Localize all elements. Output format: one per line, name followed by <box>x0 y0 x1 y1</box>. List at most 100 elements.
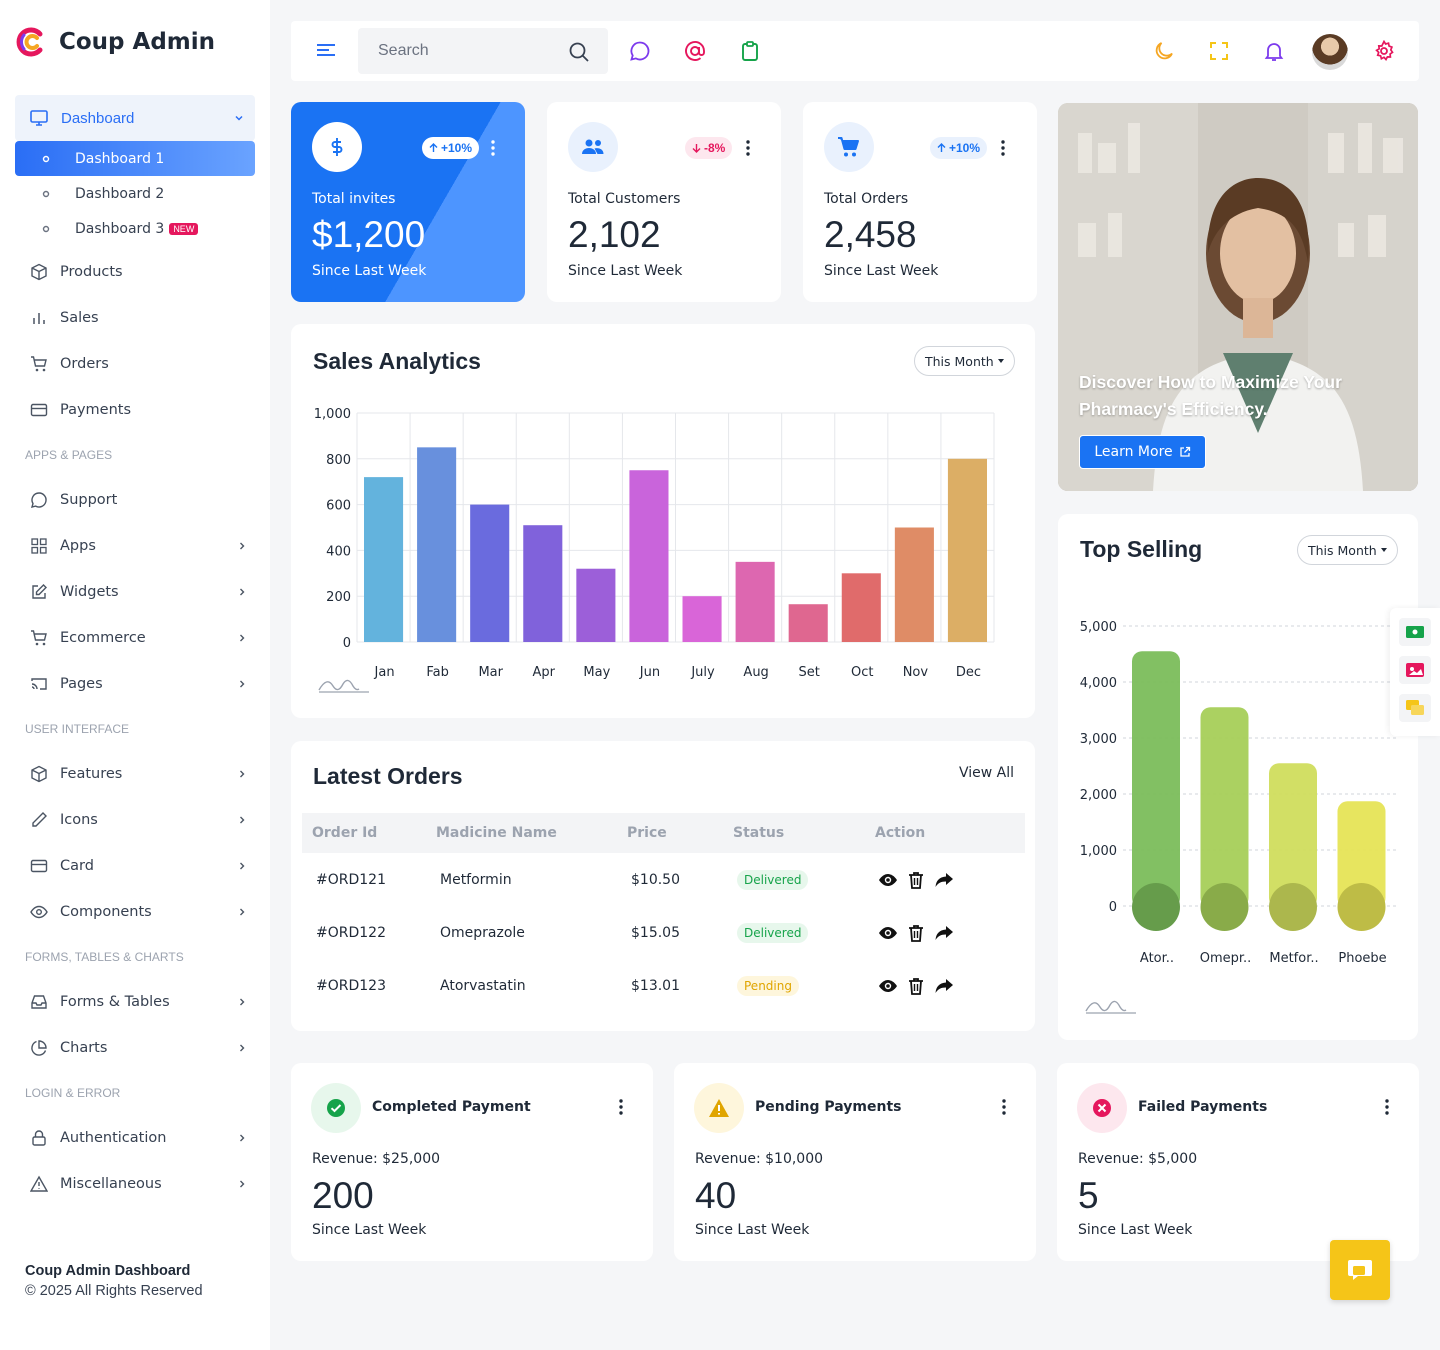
top-selling-filter-dropdown[interactable]: This Month <box>1297 535 1398 565</box>
brand-logo-icon <box>16 27 43 57</box>
sidebar-item-products[interactable]: Products <box>15 249 255 295</box>
x-tick-label: July <box>690 665 715 680</box>
learn-more-button[interactable]: Learn More <box>1079 435 1206 469</box>
sidebar-item-sales[interactable]: Sales <box>15 295 255 341</box>
medicine-name: Metformin <box>440 871 512 888</box>
pencil-icon <box>32 812 47 827</box>
sidebar-item-apps[interactable]: Apps <box>15 523 255 569</box>
col-status: Status <box>733 825 785 841</box>
bar-base <box>1269 883 1317 931</box>
sidebar-item-forms-tables[interactable]: Forms & Tables <box>15 979 255 1025</box>
more-vertical-icon[interactable] <box>1002 1099 1006 1115</box>
bar <box>470 504 510 642</box>
change-badge: +10% <box>930 137 988 159</box>
menu-icon[interactable] <box>315 42 337 60</box>
trash-icon[interactable] <box>906 923 926 943</box>
share-icon[interactable] <box>934 976 954 996</box>
more-vertical-icon[interactable] <box>1001 140 1005 156</box>
moon-icon[interactable] <box>1153 40 1175 62</box>
sidebar-subitem-dashboard-3[interactable]: Dashboard 3 NEW <box>15 211 255 246</box>
more-vertical-icon[interactable] <box>491 140 495 156</box>
arrow-up-icon <box>429 143 438 152</box>
order-price: $10.50 <box>631 871 680 888</box>
users-icon <box>582 139 604 154</box>
stat-label: Total Orders <box>824 191 909 207</box>
search-input[interactable] <box>378 42 558 60</box>
sidebar-item-features[interactable]: Features <box>15 751 255 797</box>
settings-icon[interactable] <box>1373 40 1395 62</box>
eye-icon[interactable] <box>878 976 898 996</box>
x-circle-icon <box>1093 1099 1111 1117</box>
eye-icon[interactable] <box>878 923 898 943</box>
trash-icon[interactable] <box>906 976 926 996</box>
section-label-apps: APPS & PAGES <box>25 448 113 462</box>
sidebar-item-components[interactable]: Components <box>15 889 255 935</box>
stat-card-customers: -8% Total Customers 2,102 Since Last Wee… <box>547 102 781 302</box>
image-tool-button[interactable] <box>1399 656 1431 684</box>
sidebar-item-orders[interactable]: Orders <box>15 341 255 387</box>
trash-icon[interactable] <box>906 870 926 890</box>
sidebar-item-payments[interactable]: Payments <box>15 387 255 433</box>
y-tick-label: 2,000 <box>1080 788 1117 803</box>
sidebar-item-support[interactable]: Support <box>15 477 255 523</box>
sidebar-item-label: Forms & Tables <box>60 994 170 1010</box>
lock-icon <box>32 1130 46 1146</box>
payment-revenue: Revenue: $5,000 <box>1078 1151 1198 1167</box>
sidebar-subitem-dashboard-1[interactable]: Dashboard 1 <box>15 141 255 176</box>
sidebar-item-charts[interactable]: Charts <box>15 1025 255 1071</box>
stat-since: Since Last Week <box>824 263 939 279</box>
avatar[interactable] <box>1312 34 1348 70</box>
change-badge: -8% <box>685 137 733 159</box>
sidebar-item-miscellaneous[interactable]: Miscellaneous <box>15 1161 255 1207</box>
chat-bubbles-icon <box>1406 700 1424 715</box>
chat-icon[interactable] <box>629 40 651 62</box>
status-badge: Delivered <box>737 922 809 943</box>
more-vertical-icon[interactable] <box>619 1099 623 1115</box>
sales-filter-dropdown[interactable]: This Month <box>914 346 1015 376</box>
bar <box>894 527 934 642</box>
chat-fab-button[interactable] <box>1330 1240 1390 1300</box>
order-price: $15.05 <box>631 924 680 941</box>
fullscreen-icon[interactable] <box>1208 40 1230 62</box>
eye-icon <box>30 905 48 919</box>
sidebar-item-card[interactable]: Card <box>15 843 255 889</box>
change-value: +10% <box>441 141 473 155</box>
view-all-link[interactable]: View All <box>958 765 1014 781</box>
check-circle-icon <box>327 1099 345 1117</box>
at-icon[interactable] <box>684 40 706 62</box>
sidebar-item-pages[interactable]: Pages <box>15 661 255 707</box>
alert-triangle-icon <box>30 1175 48 1192</box>
clipboard-icon[interactable] <box>739 40 761 62</box>
brand[interactable]: Coup Admin <box>15 26 215 58</box>
sidebar-item-authentication[interactable]: Authentication <box>15 1115 255 1161</box>
change-value: +10% <box>949 141 981 155</box>
sidebar-item-dashboard[interactable]: Dashboard <box>15 95 255 141</box>
sidebar-subitem-dashboard-2[interactable]: Dashboard 2 <box>15 176 255 211</box>
box-icon <box>31 765 47 783</box>
circle-icon <box>42 155 50 162</box>
y-tick-label: 400 <box>326 544 351 559</box>
table-row: #ORD121 Metformin $10.50 Delivered <box>302 853 1025 906</box>
bar <box>788 604 828 642</box>
inbox-icon <box>31 995 47 1009</box>
sidebar-item-ecommerce[interactable]: Ecommerce <box>15 615 255 661</box>
chat-tool-button[interactable] <box>1399 694 1431 722</box>
more-vertical-icon[interactable] <box>746 140 750 156</box>
sales-bar-chart: 1,000 800 600 400 200 0 Jan Fab Mar Apr May Jun July… <box>314 407 995 693</box>
eye-icon[interactable] <box>878 870 898 890</box>
share-icon[interactable] <box>934 923 954 943</box>
share-icon[interactable] <box>934 870 954 890</box>
status-badge: Delivered <box>737 869 809 890</box>
status-badge: Pending <box>737 975 799 996</box>
section-label-login: LOGIN & ERROR <box>25 1086 121 1100</box>
sidebar-item-icons[interactable]: Icons <box>15 797 255 843</box>
more-vertical-icon[interactable] <box>1385 1099 1389 1115</box>
chevron-right-icon <box>240 1044 245 1052</box>
top-selling-panel: Top Selling This Month 5,000 4,000 3,000 2,… <box>1058 514 1418 1040</box>
caret-down-icon <box>997 359 1004 363</box>
bell-icon[interactable] <box>1263 40 1285 62</box>
search-icon[interactable] <box>568 41 590 63</box>
money-tool-button[interactable] <box>1399 618 1431 646</box>
y-tick-label: 600 <box>326 499 351 514</box>
sidebar-item-widgets[interactable]: Widgets <box>15 569 255 615</box>
